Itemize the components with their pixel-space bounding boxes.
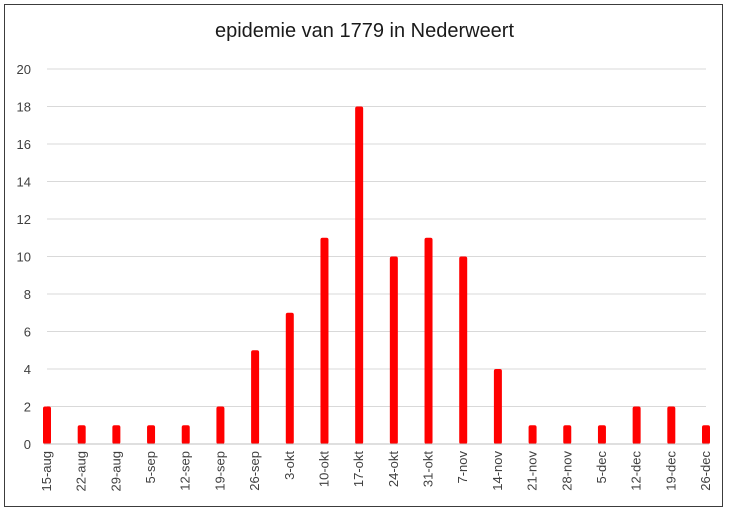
y-tick-label: 20 [17, 62, 31, 77]
y-axis-ticks: 0 2 4 6 8 10 12 14 16 18 20 [17, 62, 31, 452]
x-tick-label: 24-okt [386, 451, 401, 488]
chart-title: epidemie van 1779 in Nederweert [214, 20, 515, 42]
x-tick-label: 7-nov [455, 451, 470, 484]
bar [667, 406, 676, 444]
bar [528, 425, 537, 444]
bar [251, 350, 260, 444]
x-tick-label: 5-dec [594, 451, 609, 484]
y-tick-label: 10 [17, 250, 31, 265]
x-tick-label: 17-okt [351, 451, 366, 488]
y-tick-label: 0 [24, 437, 31, 452]
y-tick-label: 12 [17, 212, 31, 227]
x-tick-label: 14-nov [490, 451, 505, 491]
y-tick-label: 18 [17, 100, 31, 115]
x-tick-label: 10-okt [316, 451, 331, 488]
x-tick-label: 3-okt [282, 451, 297, 480]
y-tick-label: 4 [24, 362, 31, 377]
bar [147, 425, 156, 444]
bar [320, 237, 329, 444]
x-axis-ticks: 15-aug 22-aug 29-aug 5-sep 12-sep 19-sep 26-se… [39, 451, 713, 492]
bar [285, 312, 294, 444]
bar [355, 106, 364, 444]
x-tick-label: 29-aug [108, 451, 123, 491]
x-tick-label: 28-nov [559, 451, 574, 491]
bar [702, 425, 710, 444]
x-tick-label: 22-aug [74, 451, 89, 491]
x-tick-label: 21-nov [525, 451, 540, 491]
bar [43, 406, 51, 444]
bar [563, 425, 572, 444]
bar [424, 237, 433, 444]
bar [459, 256, 468, 444]
y-tick-label: 14 [17, 175, 31, 190]
x-tick-label: 19-dec [663, 451, 678, 491]
bar [389, 256, 398, 444]
x-tick-label: 15-aug [39, 451, 54, 491]
x-tick-label: 26-dec [698, 451, 713, 491]
x-tick-label: 12-dec [629, 451, 644, 491]
x-tick-label: 12-sep [178, 451, 193, 491]
bar [632, 406, 641, 444]
y-tick-label: 6 [24, 325, 31, 340]
y-tick-label: 2 [24, 400, 31, 415]
x-tick-label: 5-sep [143, 451, 158, 484]
x-tick-label: 31-okt [421, 451, 436, 488]
gridlines [47, 68, 706, 407]
bar [597, 425, 606, 444]
x-tick-label: 19-sep [212, 451, 227, 491]
bar [493, 369, 502, 444]
y-tick-label: 8 [24, 287, 31, 302]
y-tick-label: 16 [17, 137, 31, 152]
x-tick-label: 26-sep [247, 451, 262, 491]
bars [43, 106, 710, 444]
bar [77, 425, 86, 444]
chart-frame [4, 4, 723, 507]
bar [181, 425, 190, 444]
bar [216, 406, 225, 444]
bar [112, 425, 121, 444]
